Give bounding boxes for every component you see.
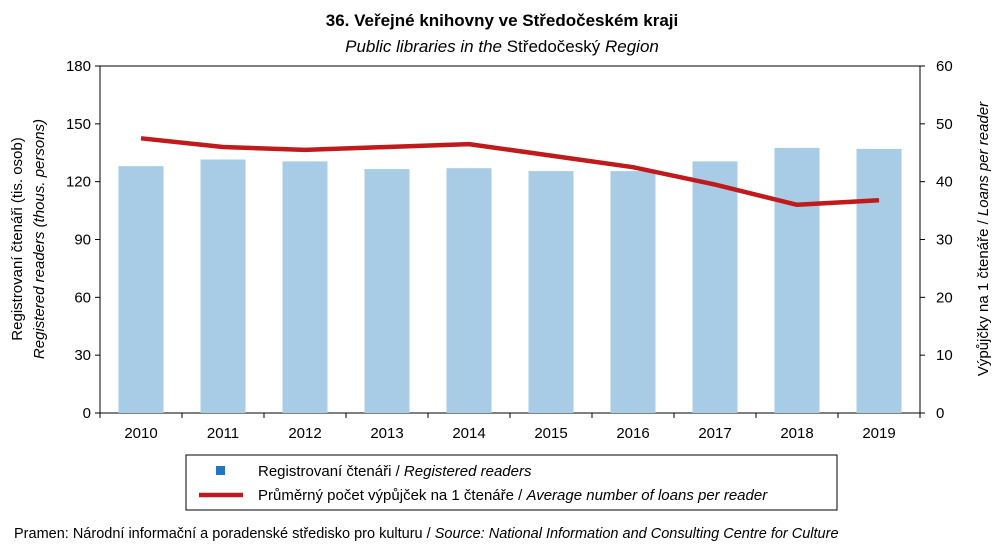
legend-line-label-cz: Průměrný počet výpůjček na 1 čtenáře bbox=[258, 487, 514, 504]
legend-bar-swatch bbox=[216, 466, 225, 475]
y-right-tick-label: 30 bbox=[936, 232, 953, 249]
bar-2015 bbox=[528, 171, 574, 413]
y-right-axis-label-sep: / bbox=[975, 216, 992, 224]
bar-2018 bbox=[774, 147, 820, 413]
y-left-tick-label: 90 bbox=[74, 232, 91, 249]
legend-bar-label-en: Registered readers bbox=[404, 463, 532, 480]
y-left-tick-label: 150 bbox=[66, 116, 91, 133]
legend-bar-label: Registrovaní čtenáři / Registered reader… bbox=[258, 463, 532, 480]
chart-source-en: Source: National Information and Consult… bbox=[435, 526, 839, 542]
y-right-tick-label: 0 bbox=[936, 405, 944, 422]
y-left-tick-label: 0 bbox=[83, 405, 91, 422]
bar-2011 bbox=[200, 159, 246, 413]
x-tick-label: 2014 bbox=[452, 425, 485, 442]
x-tick-label: 2015 bbox=[534, 425, 567, 442]
y-right-axis-label: Výpůjčky na 1 čtenáře / Loans per reader bbox=[975, 101, 992, 376]
x-tick-label: 2019 bbox=[862, 425, 895, 442]
y-left-tick-label: 180 bbox=[66, 58, 91, 75]
chart-subtitle: Public libraries in the Středočeský Regi… bbox=[345, 37, 659, 56]
y-left-axis-label: Registrovaní čtenáři (tis. osob) bbox=[9, 137, 26, 340]
bar-2019 bbox=[856, 148, 902, 413]
y-left-axis-label-en: Registered readers (thous. persons) bbox=[31, 119, 48, 359]
loans-line bbox=[140, 136, 880, 208]
x-tick-label: 2011 bbox=[207, 425, 239, 442]
chart-source: Pramen: Národní informační a poradenské … bbox=[14, 526, 839, 542]
x-tick-label: 2018 bbox=[780, 425, 813, 442]
legend-box bbox=[185, 454, 838, 511]
bar-2013 bbox=[364, 169, 410, 413]
x-tick-label: 2010 bbox=[124, 425, 157, 442]
y-right-tick-label: 20 bbox=[936, 289, 953, 306]
legend-bar-label-cz: Registrovaní čtenáři bbox=[258, 463, 391, 480]
y-right-axis-label-en: Loans per reader bbox=[975, 101, 992, 216]
y-right-tick-label: 40 bbox=[936, 174, 953, 191]
y-left-tick-label: 120 bbox=[66, 174, 91, 191]
chart-subtitle-part-1: Public libraries in the bbox=[345, 37, 502, 56]
bar-2014 bbox=[446, 168, 492, 413]
x-tick-label: 2012 bbox=[288, 425, 321, 442]
bar-2010 bbox=[118, 166, 164, 413]
chart-subtitle-part-3: Region bbox=[605, 37, 659, 56]
y-right-axis-label-cz: Výpůjčky na 1 čtenáře bbox=[975, 229, 992, 377]
x-tick-label: 2016 bbox=[616, 425, 649, 442]
chart-title: 36. Veřejné knihovny ve Středočeském kra… bbox=[326, 11, 678, 30]
x-tick-label: 2013 bbox=[370, 425, 403, 442]
y-left-tick-label: 60 bbox=[74, 289, 91, 306]
chart-source-sep: / bbox=[427, 526, 435, 542]
legend-bar-label-sep: / bbox=[396, 463, 404, 480]
chart-subtitle-part-2: Středočeský bbox=[507, 37, 601, 56]
bar-2016 bbox=[610, 171, 656, 413]
y-right-tick-label: 10 bbox=[936, 347, 953, 364]
legend: Registrovaní čtenáři / Registered reader… bbox=[185, 454, 838, 511]
y-right-tick-label: 60 bbox=[936, 58, 953, 75]
bar-2012 bbox=[282, 161, 328, 413]
bar-2017 bbox=[692, 161, 738, 413]
x-tick-label: 2017 bbox=[698, 425, 731, 442]
legend-line-label-sep: / bbox=[518, 487, 526, 504]
legend-line-label-en: Average number of loans per reader bbox=[525, 487, 768, 504]
y-left-tick-label: 30 bbox=[74, 347, 91, 364]
legend-line-label: Průměrný počet výpůjček na 1 čtenáře / A… bbox=[258, 487, 768, 504]
chart-source-cz: Pramen: Národní informační a poradenské … bbox=[14, 526, 423, 542]
y-right-tick-label: 50 bbox=[936, 116, 953, 133]
